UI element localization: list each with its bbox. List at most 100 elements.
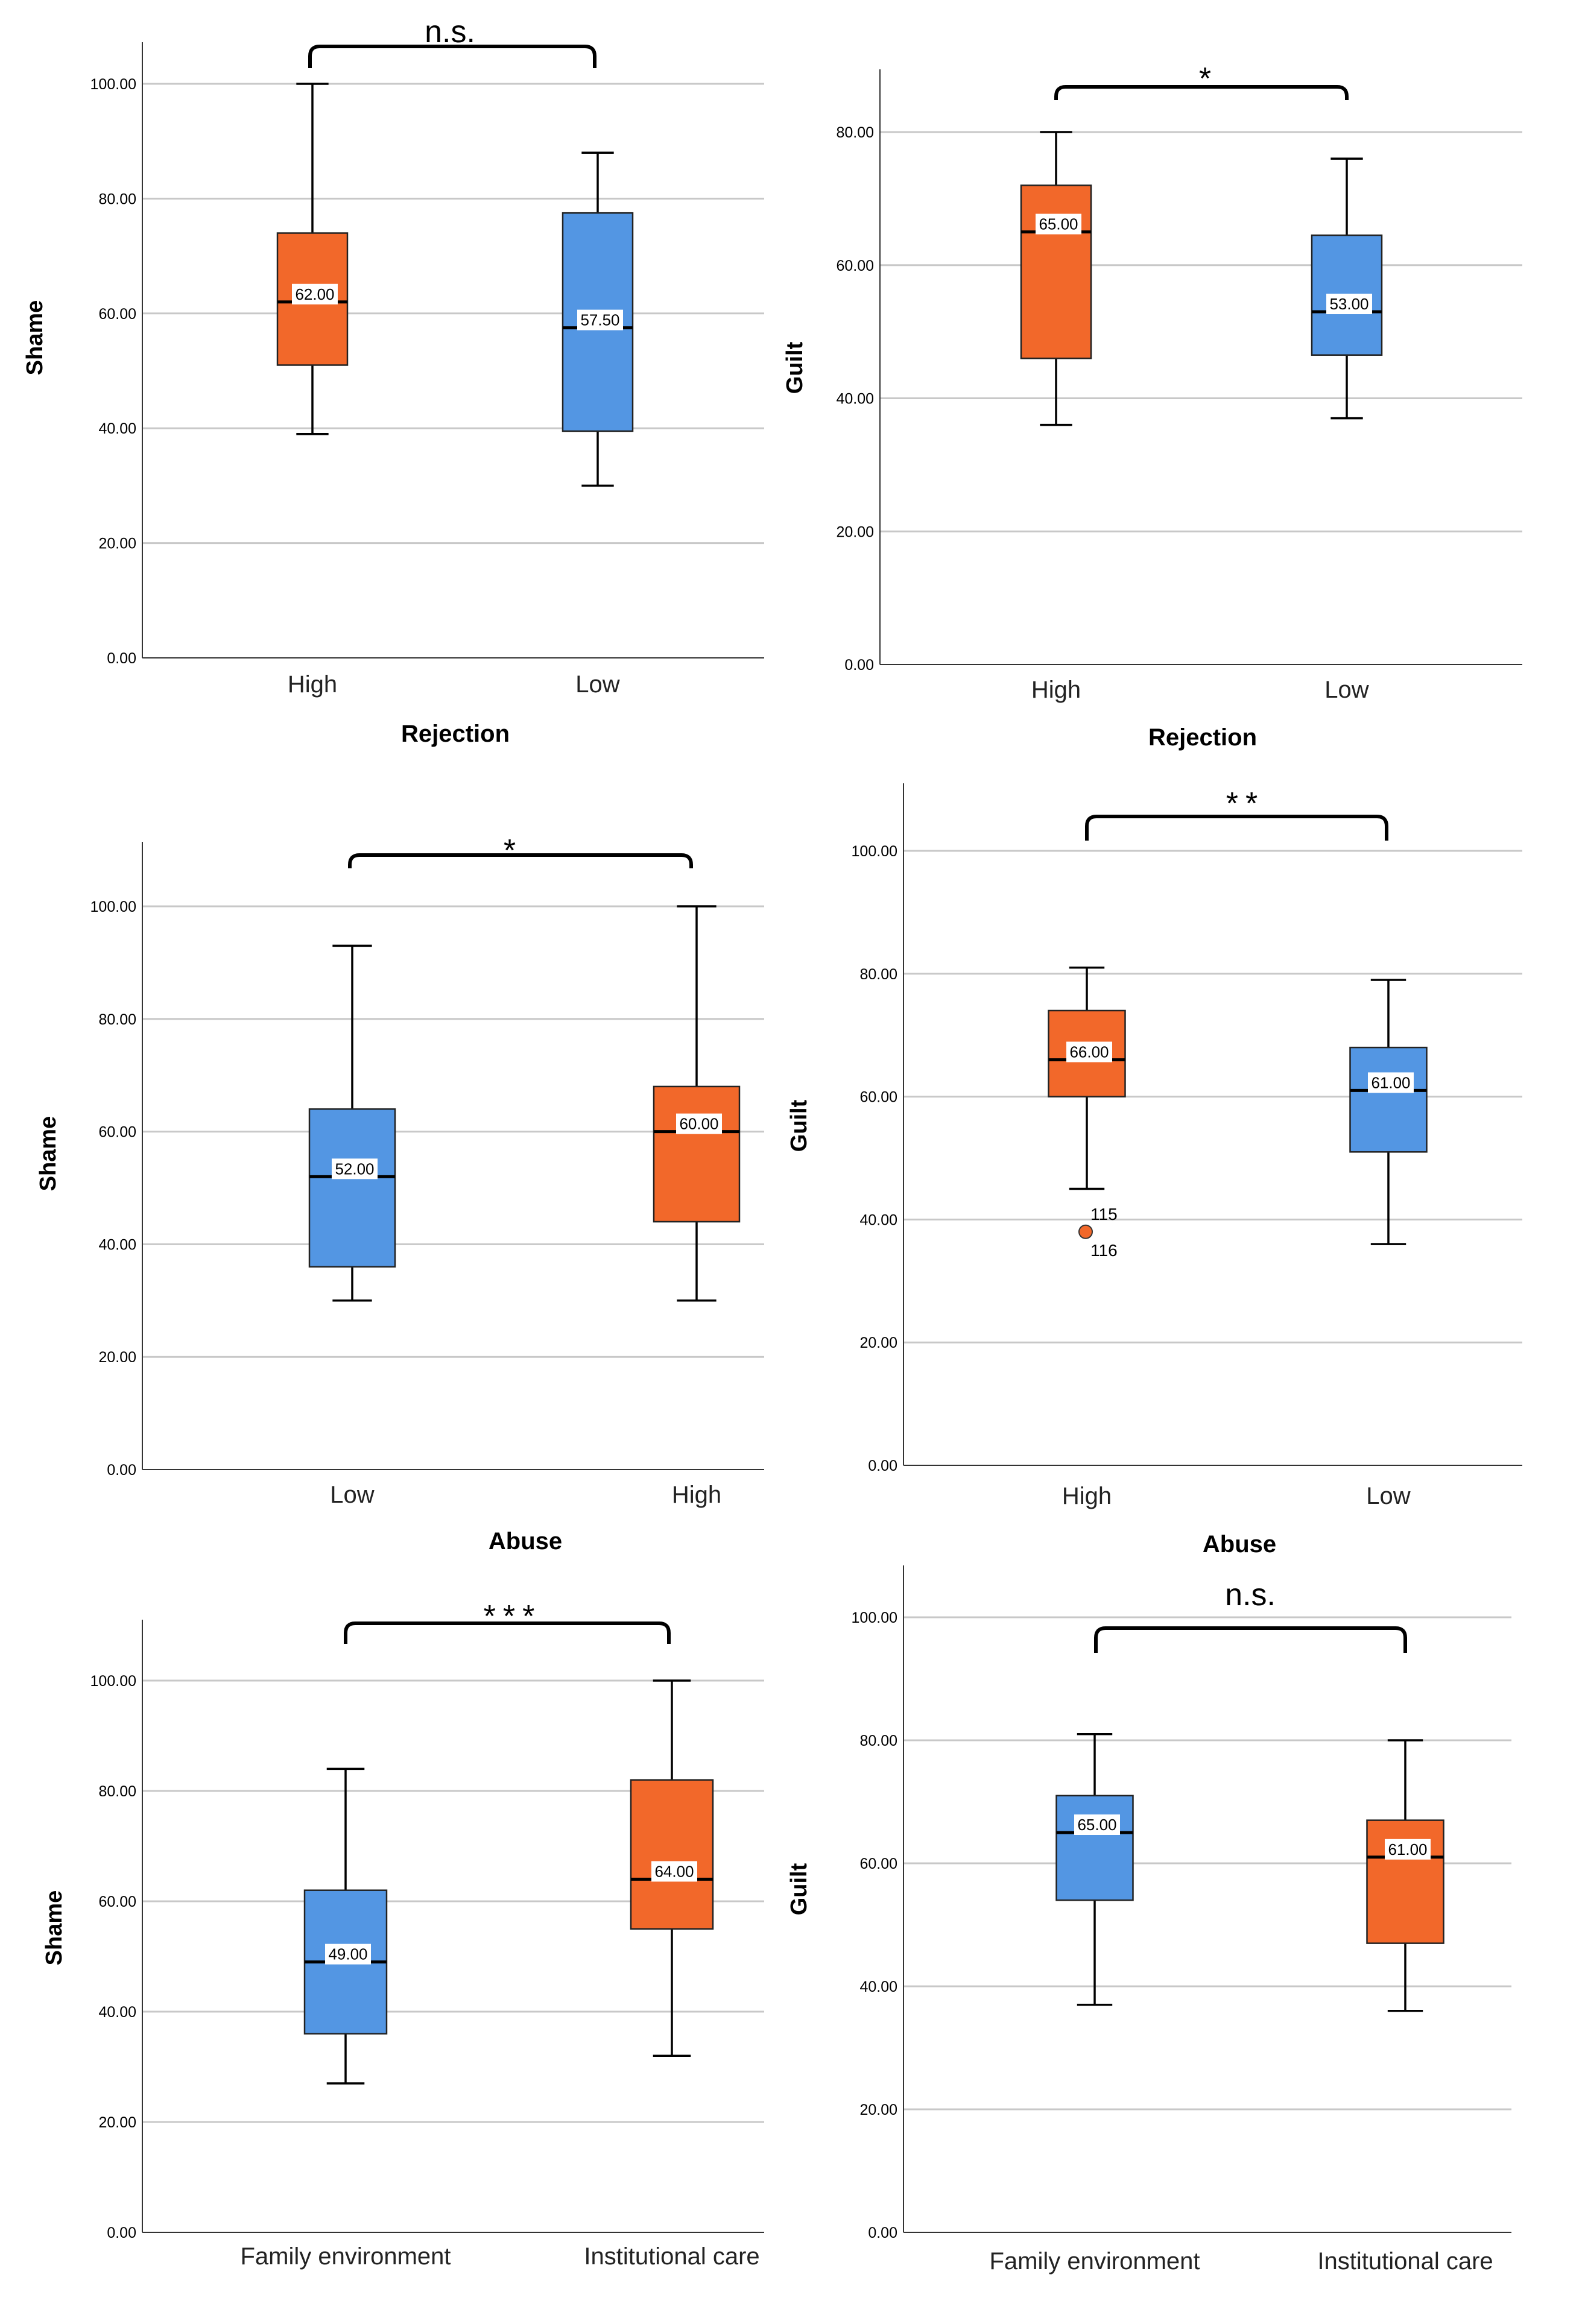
y-tick-label: 0.00 xyxy=(868,2225,897,2241)
y-tick-label: 60.00 xyxy=(859,1855,897,1872)
chart-panel-3: 0.00 20.00 40.00 60.00 80.00 100.00 Shame Abuse… xyxy=(36,833,764,1555)
y-tick-label: 40.00 xyxy=(98,2004,136,2021)
median-label: 60.00 xyxy=(679,1115,718,1133)
y-tick-label: 20.00 xyxy=(98,1349,136,1366)
significance-bracket xyxy=(308,45,596,68)
significance-label: n.s. xyxy=(1225,1577,1276,1612)
box-iqr xyxy=(653,1085,741,1223)
box-iqr xyxy=(1055,1795,1134,1901)
box-low: 57.50 Low xyxy=(562,151,634,698)
box-iqr xyxy=(1020,185,1092,359)
chart-panel-5: 0.00 20.00 40.00 60.00 80.00 100.00 Shame 49.00… xyxy=(42,1599,764,2270)
median-label-bg xyxy=(325,1944,371,1965)
y-tick-label: 20.00 xyxy=(98,535,136,552)
box-iqr xyxy=(308,1108,396,1268)
median-label: 61.00 xyxy=(1388,1840,1427,1858)
median-label: 49.00 xyxy=(328,1945,367,1963)
x-axis-label: Abuse xyxy=(1203,1531,1276,1558)
significance-label: *** xyxy=(484,1599,542,1634)
median-label-bg xyxy=(1326,294,1372,315)
chart-panel-2: 0.00 20.00 40.00 60.00 80.00 Guilt Rejection 65… xyxy=(782,62,1522,751)
significance-bracket xyxy=(1085,815,1388,841)
median-label-bg xyxy=(1036,213,1081,235)
x-axis-label: Abuse xyxy=(489,1528,562,1555)
median-label-bg xyxy=(651,1861,697,1882)
median-label-bg xyxy=(676,1113,722,1134)
median-label: 57.50 xyxy=(580,311,619,329)
box-low: 52.00 Low xyxy=(308,944,396,1508)
median-label-bg xyxy=(577,309,623,330)
y-tick-label: 40.00 xyxy=(836,391,874,408)
y-tick-label: 80.00 xyxy=(836,124,874,141)
median-label: 65.00 xyxy=(1077,1816,1116,1834)
y-tick-label: 0.00 xyxy=(107,650,136,667)
box-family-environment: 65.00 Family environment xyxy=(989,1733,1200,2275)
x-category-label: Family environment xyxy=(240,2243,451,2270)
box-high: 66.00 115 116 High xyxy=(1048,966,1126,1509)
box-high: 60.00 High xyxy=(653,905,741,1508)
x-category-label: Institutional care xyxy=(1317,2248,1493,2275)
y-tick-label: 60.00 xyxy=(98,1124,136,1141)
y-tick-label: 100.00 xyxy=(90,1673,136,1690)
y-tick-label: 20.00 xyxy=(836,523,874,540)
y-tick-label: 40.00 xyxy=(98,1236,136,1253)
x-category-label: Institutional care xyxy=(584,2243,759,2270)
y-axis-label: Shame xyxy=(42,1890,67,1966)
median-label: 53.00 xyxy=(1329,295,1368,313)
chart-panel-6: 0.00 20.00 40.00 60.00 80.00 100.00 Guilt 65.00… xyxy=(786,1565,1511,2275)
y-tick-label: 60.00 xyxy=(859,1089,897,1106)
median-label-bg xyxy=(332,1158,378,1179)
y-tick-label: 20.00 xyxy=(859,2101,897,2118)
x-category-label: Low xyxy=(1324,677,1368,703)
median-label: 64.00 xyxy=(654,1862,694,1880)
y-tick-label: 100.00 xyxy=(852,843,897,860)
y-tick-label: 0.00 xyxy=(844,657,874,674)
y-tick-label: 0.00 xyxy=(868,1457,897,1474)
y-axis-label: Guilt xyxy=(782,341,808,394)
box-iqr xyxy=(1349,1046,1428,1153)
median-label-bg xyxy=(1368,1072,1414,1093)
y-tick-label: 100.00 xyxy=(90,898,136,915)
y-tick-label: 0.00 xyxy=(107,2225,136,2241)
x-axis-label: Rejection xyxy=(1148,724,1257,751)
significance-label: * xyxy=(1199,62,1218,96)
box-high: 62.00 High xyxy=(276,83,349,698)
y-tick-label: 80.00 xyxy=(859,966,897,983)
chart-panel-4: 0.00 20.00 40.00 60.00 80.00 100.00 Guilt Abuse… xyxy=(786,783,1522,1558)
y-tick-label: 60.00 xyxy=(98,1893,136,1910)
y-axis-label: Shame xyxy=(22,300,48,376)
outlier-label: 116 xyxy=(1090,1241,1118,1260)
median-label: 65.00 xyxy=(1039,215,1078,233)
y-tick-label: 80.00 xyxy=(859,1732,897,1749)
y-axis-label: Shame xyxy=(36,1116,61,1192)
box-low: 53.00 Low xyxy=(1311,157,1383,703)
y-tick-label: 40.00 xyxy=(98,420,136,437)
outlier-label: 115 xyxy=(1090,1205,1118,1224)
y-axis-label: Guilt xyxy=(786,1099,812,1152)
x-category-label: Family environment xyxy=(989,2248,1200,2275)
significance-label: * xyxy=(504,833,523,868)
x-category-label: High xyxy=(1062,1483,1112,1509)
y-tick-label: 40.00 xyxy=(859,1211,897,1228)
outlier-point xyxy=(1078,1224,1093,1239)
box-iqr xyxy=(630,1779,714,1930)
y-axis-label: Guilt xyxy=(786,1863,812,1915)
box-low: 61.00 Low xyxy=(1349,979,1428,1509)
x-category-label: Low xyxy=(330,1482,374,1508)
significance-bracket xyxy=(1054,85,1349,100)
median-label-bg xyxy=(1385,1839,1431,1860)
x-category-label: High xyxy=(672,1482,721,1508)
y-tick-label: 20.00 xyxy=(859,1334,897,1351)
box-iqr xyxy=(1366,1819,1444,1944)
x-axis-label: Rejection xyxy=(401,721,510,747)
significance-label: ** xyxy=(1226,786,1265,821)
significance-bracket xyxy=(348,853,693,868)
median-label: 61.00 xyxy=(1371,1073,1410,1091)
median-label-bg xyxy=(1066,1041,1112,1063)
y-tick-label: 40.00 xyxy=(859,1978,897,1995)
chart-panel-1: 0.00 20.00 40.00 60.00 80.00 100.00 Shame Rejec… xyxy=(22,14,764,747)
x-category-label: Low xyxy=(575,671,619,698)
x-category-label: Low xyxy=(1366,1483,1410,1509)
median-label: 52.00 xyxy=(335,1160,374,1178)
y-tick-label: 20.00 xyxy=(98,2114,136,2131)
